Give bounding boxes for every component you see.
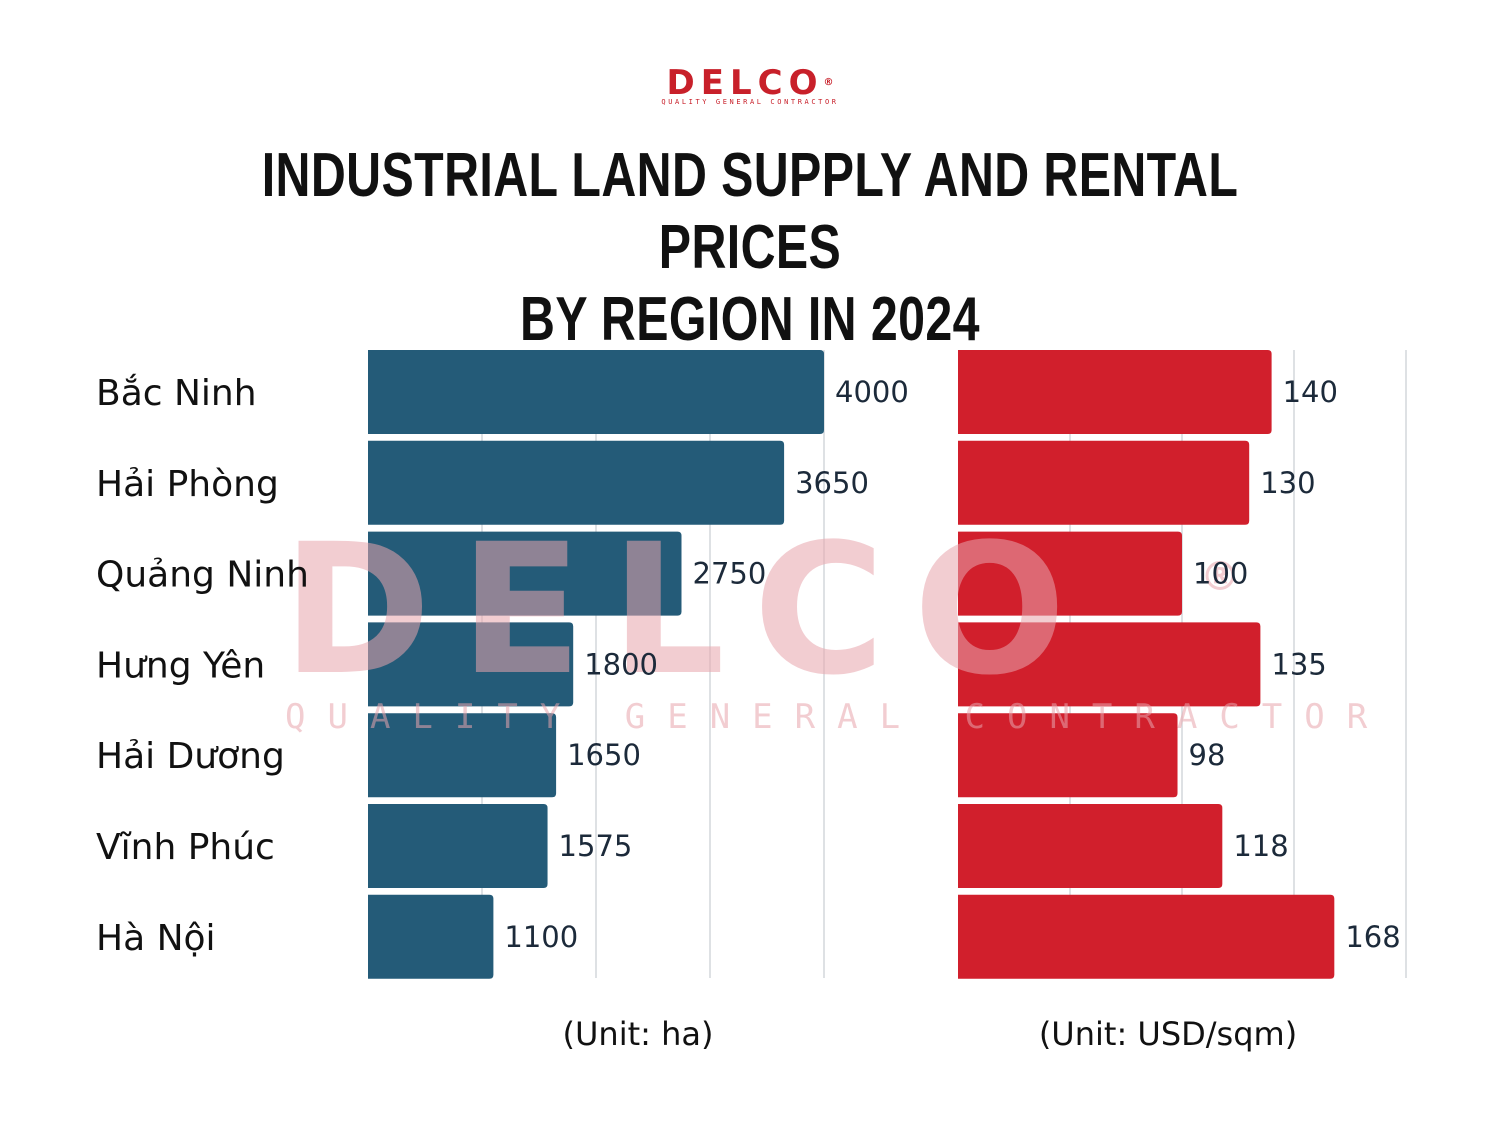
- category-label: Hà Nội: [96, 918, 216, 959]
- registered-mark: ®: [823, 77, 834, 88]
- bar: [368, 713, 557, 798]
- value-label: 168: [1345, 920, 1400, 954]
- value-label: 135: [1271, 647, 1326, 681]
- bar: [368, 804, 548, 888]
- watermark-registered-mark: ®: [1200, 554, 1240, 600]
- value-label: 130: [1260, 466, 1315, 500]
- category-label: Bắc Ninh: [96, 373, 257, 414]
- value-label: 4000: [835, 375, 909, 409]
- bar: [368, 440, 785, 525]
- watermark: DELCO ® QUALITY GENERAL CONTRACTOR: [282, 506, 1389, 737]
- value-label: 118: [1233, 829, 1288, 863]
- bar: [958, 622, 1261, 707]
- brand-name: DELCO®: [0, 66, 1500, 100]
- labels: 4000 3650 2750 1800 1650 1575 1100 140 130 100 135…: [96, 373, 1401, 959]
- bars: [368, 350, 1335, 979]
- bar: [958, 713, 1178, 798]
- value-label: 1650: [567, 738, 641, 772]
- left-axis-unit-label: (Unit: ha): [563, 1015, 714, 1053]
- bar: [368, 350, 824, 434]
- category-label: Hải Dương: [96, 736, 285, 777]
- value-label: 98: [1189, 738, 1226, 772]
- bar: [958, 350, 1272, 434]
- value-label: 3650: [795, 466, 869, 500]
- bar: [958, 531, 1182, 616]
- category-label: Vĩnh Phúc: [96, 827, 275, 868]
- chart-title: INDUSTRIAL LAND SUPPLY AND RENTAL PRICES…: [165, 140, 1335, 356]
- value-label: 1800: [584, 647, 658, 681]
- bar: [368, 894, 494, 979]
- watermark-text: DELCO: [282, 506, 1094, 715]
- bar: [958, 440, 1250, 525]
- watermark-tagline: QUALITY GENERAL CONTRACTOR: [285, 697, 1389, 737]
- value-label: 2750: [693, 557, 767, 591]
- value-label: 100: [1193, 557, 1248, 591]
- brand-tagline: QUALITY GENERAL CONTRACTOR: [661, 98, 839, 106]
- bar: [958, 894, 1335, 979]
- value-label: 140: [1283, 375, 1338, 409]
- category-label: Quảng Ninh: [96, 555, 309, 596]
- brand-name-text: DELCO: [666, 63, 824, 103]
- chart-title-line-1: INDUSTRIAL LAND SUPPLY AND RENTAL PRICES: [261, 141, 1239, 282]
- value-label: 1100: [504, 920, 578, 954]
- chart-title-line-2: BY REGION IN 2024: [520, 285, 980, 354]
- right-axis-unit-label: (Unit: USD/sqm): [1039, 1015, 1297, 1053]
- bar: [958, 804, 1223, 888]
- bar: [368, 531, 682, 616]
- category-label: Hải Phòng: [96, 464, 279, 505]
- category-label: Hưng Yên: [96, 645, 265, 686]
- brand-logo: DELCO® QUALITY GENERAL CONTRACTOR: [0, 66, 1500, 106]
- bar: [368, 622, 574, 707]
- value-label: 1575: [559, 829, 633, 863]
